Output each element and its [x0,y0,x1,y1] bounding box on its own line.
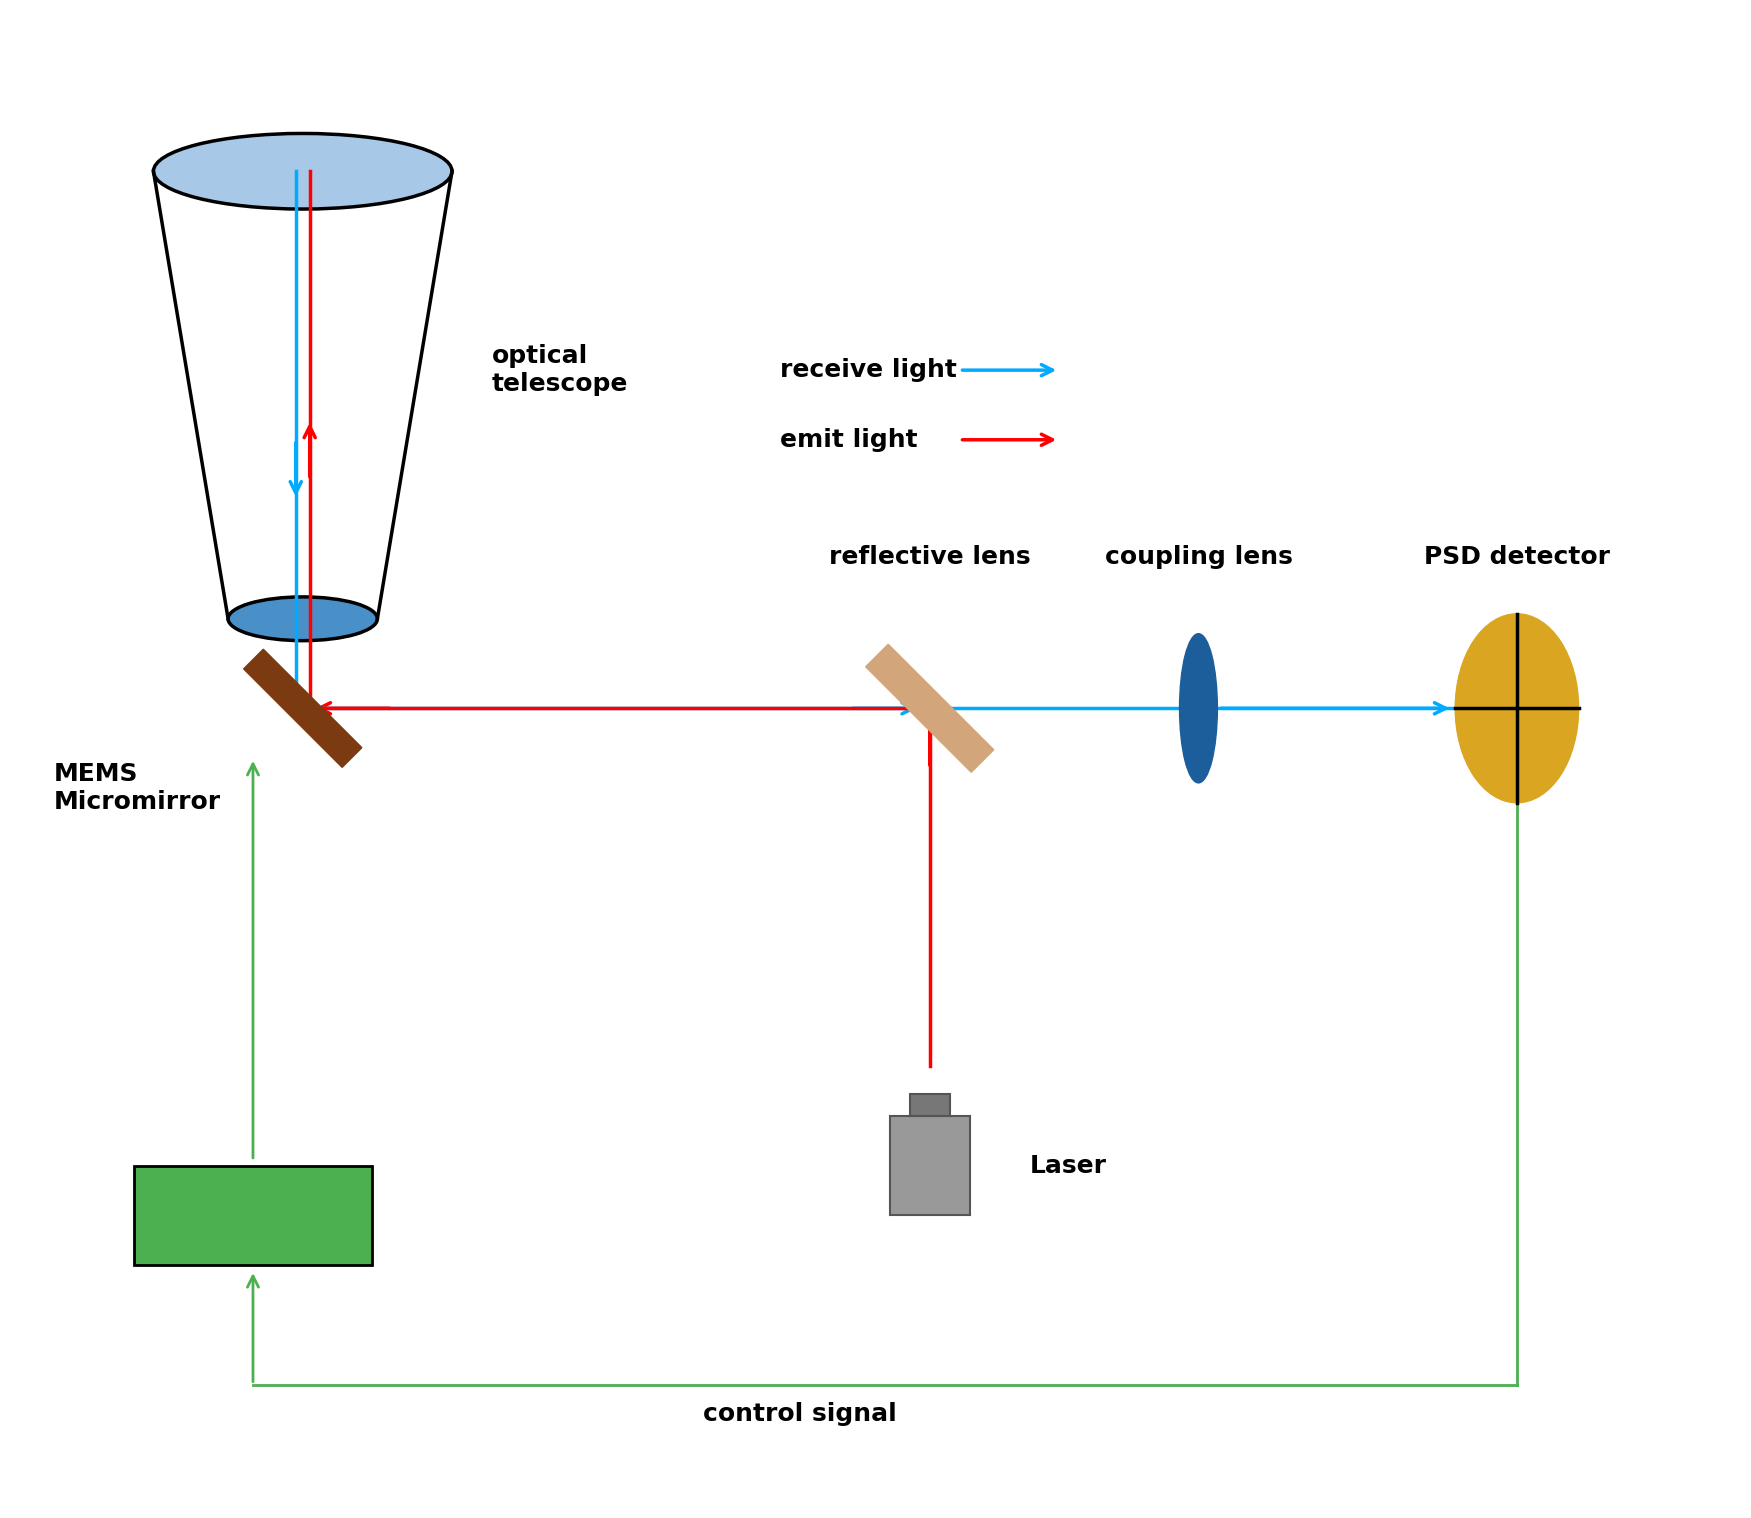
FancyBboxPatch shape [890,1116,970,1216]
Text: PSD detector: PSD detector [1424,545,1609,569]
Text: receive light: receive light [781,358,958,383]
Text: optical
telescope: optical telescope [492,345,629,396]
Text: reflective lens: reflective lens [828,545,1031,569]
Text: controller: controller [184,1204,322,1228]
Text: emit light: emit light [781,428,918,452]
Polygon shape [243,650,362,768]
FancyBboxPatch shape [133,1166,373,1264]
FancyBboxPatch shape [911,1094,949,1116]
Ellipse shape [1455,613,1579,803]
Ellipse shape [1180,633,1217,783]
Text: coupling lens: coupling lens [1105,545,1292,569]
Text: control signal: control signal [704,1403,897,1427]
Text: MEMS
Micromirror: MEMS Micromirror [54,762,221,814]
Ellipse shape [154,134,452,209]
Polygon shape [865,644,995,773]
Ellipse shape [228,597,378,641]
Text: Laser: Laser [1030,1154,1107,1178]
